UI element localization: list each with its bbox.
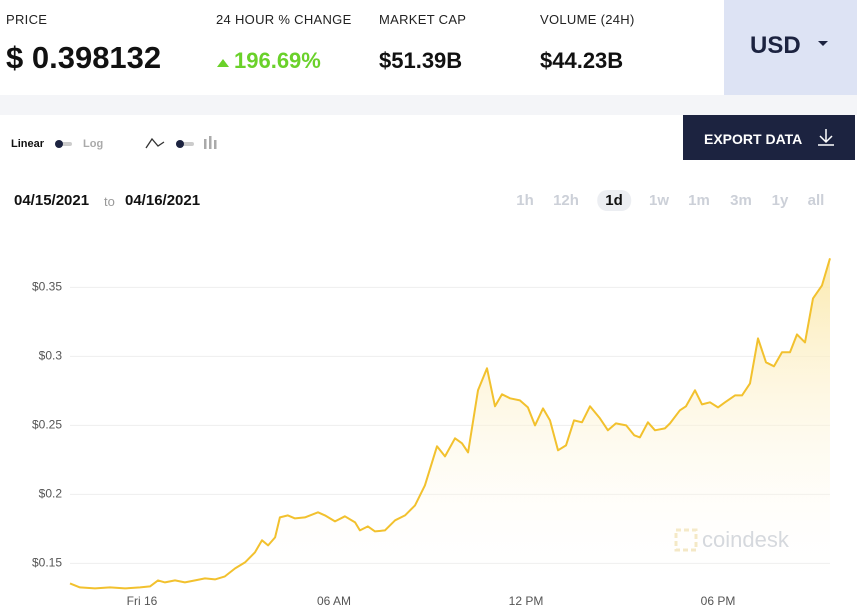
- price: $ 0.398132: [6, 40, 162, 75]
- y-tick-label: $0.35: [32, 279, 62, 293]
- mcap: $51.39B: [379, 48, 463, 73]
- range-button[interactable]: 1h: [516, 192, 534, 209]
- range-button[interactable]: 3m: [730, 192, 752, 209]
- volume-label: VOLUME (24H): [540, 12, 635, 27]
- change: 196.69%: [234, 48, 321, 73]
- range-button[interactable]: 12h: [553, 192, 579, 209]
- mcap-label: MARKET CAP: [379, 12, 467, 27]
- chart-type-toggle[interactable]: [144, 134, 222, 154]
- scale-toggle[interactable]: [54, 139, 74, 149]
- x-tick-label: 06 PM: [701, 594, 736, 608]
- range-button[interactable]: all: [807, 192, 825, 209]
- area: [70, 258, 830, 591]
- range-button[interactable]: 1d: [597, 190, 631, 211]
- y-tick-label: $0.25: [32, 418, 62, 432]
- export-button[interactable]: EXPORT DATA: [683, 115, 855, 160]
- x-tick-label: 12 PM: [509, 594, 544, 608]
- range-button[interactable]: 1m: [688, 192, 710, 209]
- log[interactable]: Log: [83, 138, 104, 150]
- up-arrow: [217, 59, 229, 67]
- range-button[interactable]: 1w: [648, 192, 670, 209]
- change-label: 24 HOUR % CHANGE: [216, 12, 352, 27]
- y-tick-label: $0.15: [32, 556, 62, 570]
- price-label: PRICE: [6, 12, 48, 27]
- date-sep: to: [104, 194, 115, 209]
- linear[interactable]: Linear: [11, 138, 45, 150]
- export-label: EXPORT DATA: [704, 131, 803, 147]
- x-tick-label: 06 AM: [317, 594, 351, 608]
- caret: [818, 41, 828, 46]
- x-tick-label: Fri 16: [127, 594, 158, 608]
- price-line: [69, 258, 831, 590]
- date-to[interactable]: 04/16/2021: [125, 192, 201, 209]
- currency-select[interactable]: USD: [724, 0, 857, 95]
- separator: [0, 95, 857, 115]
- range-button[interactable]: 1y: [771, 192, 789, 209]
- date-from[interactable]: 04/15/2021: [14, 192, 90, 209]
- y-tick-label: $0.3: [39, 349, 63, 363]
- y-tick-label: $0.2: [39, 487, 63, 501]
- volume: $44.23B: [540, 48, 624, 73]
- download-icon: [818, 129, 834, 146]
- currency: USD: [750, 32, 801, 59]
